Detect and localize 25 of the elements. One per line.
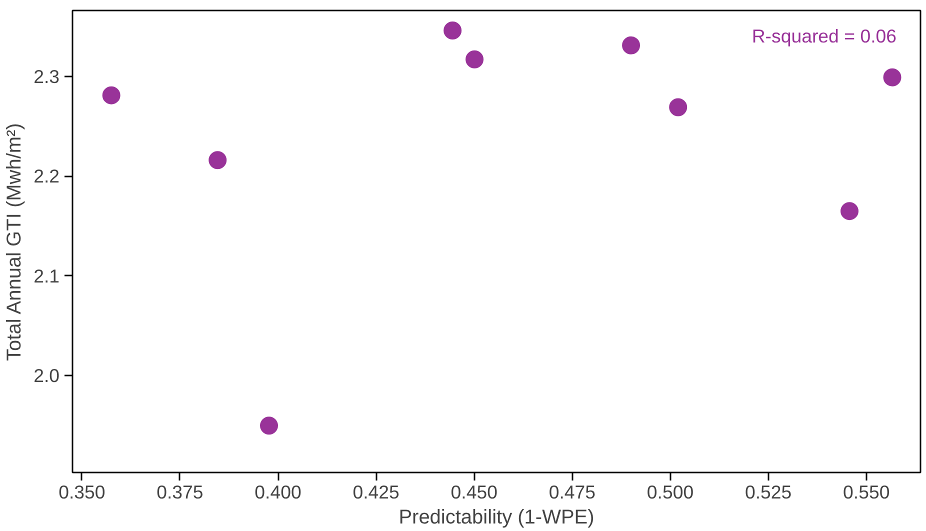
y-tick-label: 2.0 xyxy=(34,365,60,386)
x-tick-label: 0.375 xyxy=(156,482,204,502)
y-axis-title: Total Annual GTI (Mwh/m²) xyxy=(4,123,26,361)
y-tick-label: 2.3 xyxy=(34,66,60,87)
x-tick-label: 0.425 xyxy=(352,482,400,502)
point xyxy=(622,36,640,54)
point xyxy=(883,68,902,86)
point xyxy=(840,202,859,220)
point xyxy=(260,416,278,435)
x-axis-title: Predictability (1-WPE) xyxy=(398,506,594,528)
x-tick-label: 0.400 xyxy=(254,482,302,502)
x-tick-label: 0.550 xyxy=(843,482,890,502)
y-tick-label: 2.1 xyxy=(34,265,60,286)
x-tick-label: 0.450 xyxy=(450,482,498,502)
y-tick-label: 2.2 xyxy=(34,166,60,187)
x-tick-label: 0.500 xyxy=(646,482,694,502)
point xyxy=(208,151,227,170)
x-tick-label: 0.525 xyxy=(744,482,792,502)
annotation: R-squared = 0.06 xyxy=(752,26,897,46)
x-tick-label: 0.475 xyxy=(548,482,596,502)
point xyxy=(444,21,462,40)
point xyxy=(466,50,484,68)
point xyxy=(102,86,120,104)
point xyxy=(669,98,688,116)
x-tick-label: 0.350 xyxy=(58,482,106,502)
